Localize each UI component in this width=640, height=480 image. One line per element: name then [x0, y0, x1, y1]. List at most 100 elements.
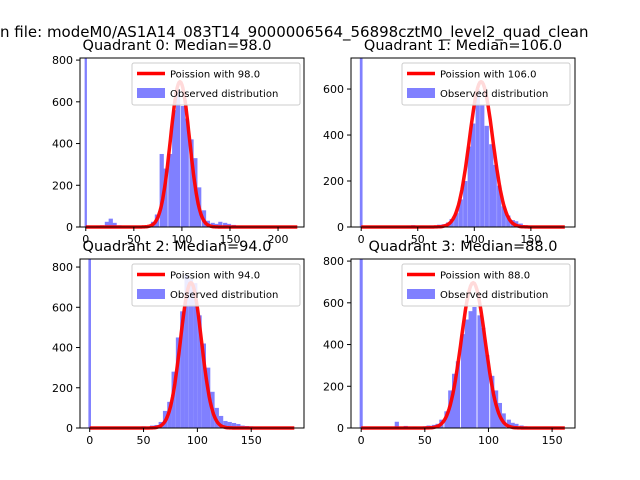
figure-suptitle: n file: modeM0/AS1A14_083T14_9000006564_…	[0, 23, 589, 42]
legend-hist-label: Observed distribution	[440, 89, 548, 100]
histogram-bar	[193, 283, 198, 428]
histogram-bar	[464, 319, 469, 428]
histogram-bar	[492, 164, 497, 227]
histogram-bar	[175, 337, 181, 428]
histogram-bar	[510, 422, 515, 428]
y-tick-label: 800	[52, 54, 73, 67]
y-tick-label: 200	[323, 380, 344, 393]
histogram-bar	[489, 144, 494, 227]
histogram-bar	[506, 215, 511, 227]
x-tick-label: 200	[268, 233, 289, 246]
histogram-bar	[223, 222, 228, 227]
histogram-bar	[180, 105, 185, 227]
legend-box	[401, 263, 571, 307]
histogram-bar	[112, 222, 117, 227]
histogram-bar	[468, 311, 473, 428]
histogram-bar	[184, 275, 189, 428]
histogram-bar	[163, 168, 168, 227]
histogram-bar	[458, 199, 463, 227]
legend-line-label: Poission with 106.0	[440, 70, 536, 81]
histogram-bar	[481, 327, 486, 428]
histogram-bar	[180, 311, 185, 428]
histogram-bar	[231, 422, 237, 428]
histogram-bar	[184, 118, 189, 227]
y-tick-label: 0	[66, 221, 73, 234]
histogram-bar	[471, 123, 476, 227]
legend: Poission with 106.0 Observed distributio…	[401, 62, 571, 106]
y-tick-label: 600	[323, 297, 344, 310]
x-tick-label: 0	[82, 233, 89, 246]
histogram-spike-bar	[359, 259, 363, 428]
histogram-bar	[197, 315, 202, 428]
histogram-bar	[484, 125, 489, 227]
axes-frame	[350, 258, 576, 429]
axes-frame	[79, 258, 305, 429]
y-tick-label: 600	[52, 96, 73, 109]
histogram-bar	[490, 375, 495, 428]
histogram-spike-bar	[88, 259, 91, 428]
legend-hist-label: Observed distribution	[170, 89, 278, 100]
histogram-bar	[188, 279, 194, 428]
x-tick-label: 0	[358, 233, 365, 246]
y-tick-label: 200	[52, 382, 73, 395]
histogram-bar	[201, 343, 206, 428]
y-tick-label: 400	[52, 138, 73, 151]
histogram-bar	[463, 181, 468, 227]
x-tick-label: 50	[418, 434, 432, 447]
y-tick-label: 0	[337, 422, 344, 435]
histogram-bar	[477, 315, 482, 428]
x-tick-label: 100	[478, 434, 499, 447]
y-tick-label: 400	[323, 129, 344, 142]
histogram-bar	[108, 218, 113, 227]
x-tick-label: 100	[171, 233, 192, 246]
x-tick-label: 150	[219, 233, 240, 246]
histogram-bar	[501, 206, 506, 227]
y-tick-label: 800	[52, 261, 73, 274]
histogram-bar	[460, 334, 466, 428]
legend-hist-swatch	[137, 289, 165, 299]
histogram-bar	[236, 423, 241, 428]
x-tick-label: 100	[464, 233, 485, 246]
y-tick-label: 0	[337, 221, 344, 234]
histogram-spike-bar	[84, 58, 87, 227]
histogram-bar	[218, 221, 223, 227]
histogram-bar	[172, 110, 177, 227]
histogram-bar	[454, 213, 459, 227]
panel-title: Quadrant 0: Median=98.0	[83, 38, 272, 54]
legend-hist-label: Observed distribution	[170, 290, 278, 301]
y-tick-label: 200	[52, 179, 73, 192]
legend-hist-swatch	[137, 88, 165, 98]
x-tick-label: 50	[137, 434, 151, 447]
histogram-bar	[485, 354, 490, 428]
panel-quadrant-0: Quadrant 0: Median=98.0 0 50 100 150 200 0 200…	[52, 38, 305, 246]
legend-hist-label: Observed distribution	[440, 290, 548, 301]
legend: Poission with 94.0 Observed distribution	[131, 263, 301, 307]
histogram-bar	[104, 221, 110, 227]
histogram-bar	[223, 420, 228, 428]
histogram-bar	[159, 153, 164, 227]
x-tick-label: 150	[542, 434, 563, 447]
panel-quadrant-1: Quadrant 1: Median=106.0 0 50 100 150 0 200 40…	[323, 38, 576, 246]
y-tick-label: 800	[323, 255, 344, 268]
histogram-bar	[497, 185, 502, 227]
axes-frame	[79, 57, 305, 228]
histogram-bar	[394, 421, 399, 428]
legend-line-label: Poission with 88.0	[440, 271, 530, 282]
histogram-bar	[218, 415, 224, 428]
legend: Poission with 88.0 Observed distribution	[401, 263, 571, 307]
panel-title: Quadrant 2: Median=94.0	[83, 239, 272, 255]
histogram-bar	[227, 421, 232, 428]
legend: Poission with 98.0 Observed distribution	[131, 62, 301, 106]
legend-hist-swatch	[407, 88, 435, 98]
histogram-bar	[451, 373, 457, 428]
legend-line-label: Poission with 94.0	[170, 271, 260, 282]
legend-box	[401, 62, 571, 106]
y-tick-label: 0	[66, 422, 73, 435]
histogram-bar	[475, 89, 480, 227]
x-tick-label: 150	[241, 434, 262, 447]
histogram-bar	[514, 423, 519, 428]
histogram-bar	[168, 153, 173, 227]
histogram-bar	[472, 306, 477, 428]
legend-box	[131, 263, 301, 307]
